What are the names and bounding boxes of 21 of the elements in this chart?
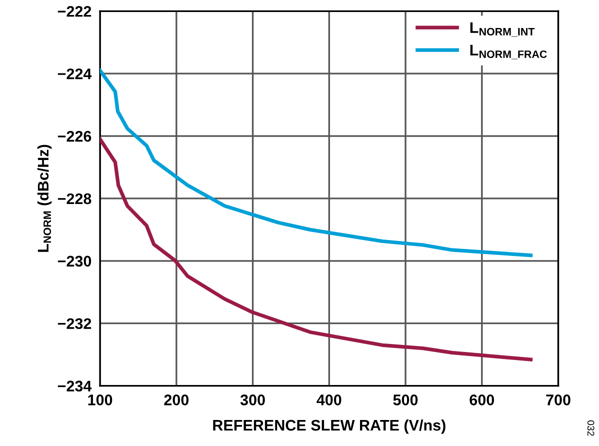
x-tick-label: 500 [393,394,418,406]
y-tick-label: −222 [58,6,92,17]
y-tick-label: −226 [58,130,92,142]
x-tick-label: 300 [240,394,265,406]
line-series [100,68,533,258]
y-tick-label: −232 [58,318,92,330]
line-series [100,137,533,362]
text: 032 [587,420,594,436]
y-tick-label: −234 [58,380,92,392]
y-tick-label: −230 [58,256,92,267]
y-axis-title: L$_{NORM}$ (dBc/Hz) [37,144,52,252]
y-tick-label: −228 [58,193,92,204]
legend-label: L$_{NORM_INT}$ [470,22,535,37]
x-tick-label: 100 [88,394,112,406]
x-tick-label: 200 [164,394,189,406]
x-tick-label: 700 [546,394,570,406]
y-tick-label: −224 [58,68,92,80]
x-tick-label: 400 [316,394,342,406]
x-tick-label: 600 [470,394,494,406]
legend-label: L$_{NORM_FRAC}$ [470,44,547,60]
x-axis-title: REFERENCE SLEW RATE (V/ns) [213,419,446,434]
